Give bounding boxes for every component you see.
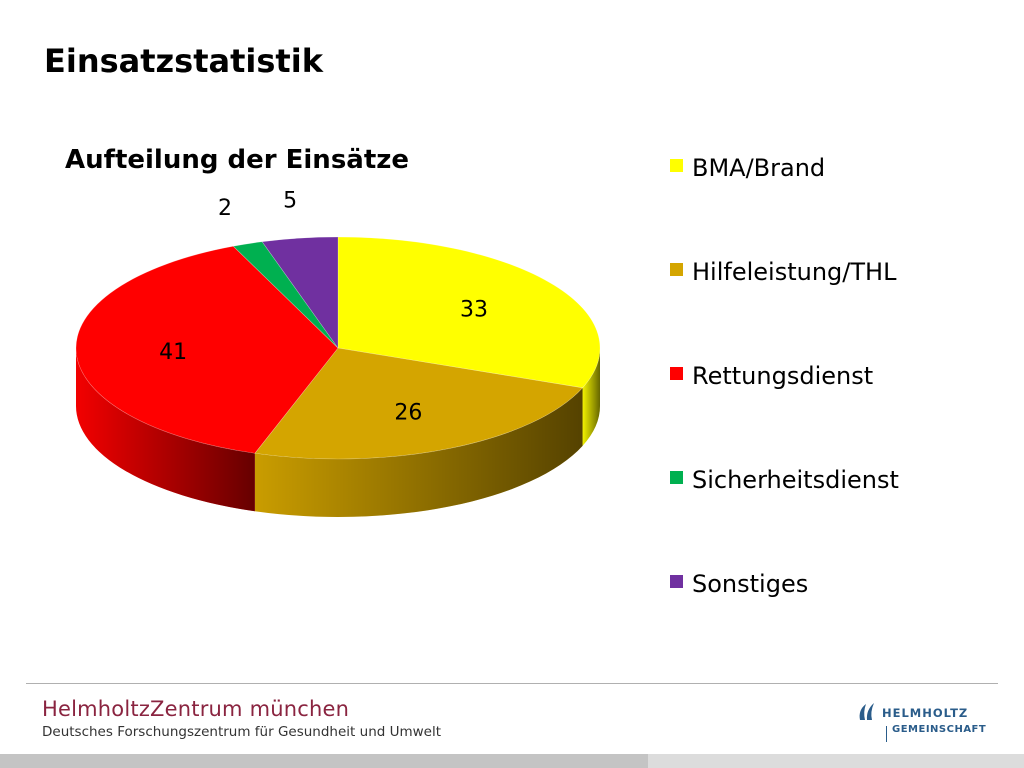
legend-label-rettungsdienst: Rettungsdienst [692, 362, 873, 390]
footer-divider [26, 683, 998, 684]
legend-swatch-rettungsdienst [670, 367, 683, 380]
pie-slice-rettungsdienst [75, 245, 339, 454]
pie-slice-sonstiges [261, 236, 339, 349]
legend-label-hilfeleistung-thl: Hilfeleistung/THL [692, 258, 897, 286]
legend-label-bma-brand: BMA/Brand [692, 154, 825, 182]
logo-text-gemeinschaft: GEMEINSCHAFT [892, 724, 987, 735]
legend-item-bma-brand: BMA/Brand [670, 154, 825, 182]
legend-label-sonstiges: Sonstiges [692, 570, 808, 598]
data-label-sicherheitsdienst: 2 [218, 196, 232, 221]
slide-title: Einsatzstatistik [44, 42, 323, 80]
legend-item-sicherheitsdienst: Sicherheitsdienst [670, 466, 899, 494]
legend-swatch-sicherheitsdienst [670, 471, 683, 484]
helmholtz-gemeinschaft-logo: HELMHOLTZ GEMEINSCHAFT [856, 700, 996, 746]
data-label-bma-brand: 33 [460, 297, 488, 322]
legend-swatch-hilfeleistung-thl [670, 263, 683, 276]
footer-org-subtitle: Deutsches Forschungszentrum für Gesundhe… [42, 724, 442, 740]
legend-swatch-bma-brand [670, 159, 683, 172]
legend-label-sicherheitsdienst: Sicherheitsdienst [692, 466, 899, 494]
logo-divider [886, 726, 887, 742]
legend-swatch-sonstiges [670, 575, 683, 588]
pie-sides [75, 348, 600, 517]
data-label-sonstiges: 5 [283, 189, 297, 214]
legend-item-sonstiges: Sonstiges [670, 570, 808, 598]
legend: BMA/Brand Hilfeleistung/THL Rettungsdienst… [670, 154, 899, 598]
pie-chart: Aufteilung der Einsätze 33 26 41 2 5 BMA/Bra… [65, 145, 899, 598]
pie-slice-bma-brand [337, 236, 601, 389]
pie-side-bma-brand [582, 348, 600, 446]
footer-org-name: HelmholtzZentrum münchen [42, 697, 350, 721]
pie-side-rettungsdienst [75, 348, 255, 512]
data-label-hilfeleistung-thl: 26 [394, 400, 422, 425]
pie-slice-sicherheitsdienst [232, 241, 339, 349]
legend-item-hilfeleistung-thl: Hilfeleistung/THL [670, 258, 897, 286]
pie-tops [75, 236, 601, 460]
pie-labels: 33 26 41 2 5 [159, 189, 488, 426]
legend-item-rettungsdienst: Rettungsdienst [670, 362, 873, 390]
pie-slice-hilfeleistung-thl [254, 347, 584, 460]
logo-text-helmholtz: HELMHOLTZ [882, 706, 969, 720]
pie-side-hilfeleistung-thl [254, 387, 583, 517]
bottom-bar [0, 754, 648, 768]
helmholtz-logo-icon [859, 703, 874, 720]
chart-title: Aufteilung der Einsätze [65, 145, 409, 175]
bottom-bar-accent [648, 754, 1024, 768]
data-label-rettungsdienst: 41 [159, 340, 187, 365]
